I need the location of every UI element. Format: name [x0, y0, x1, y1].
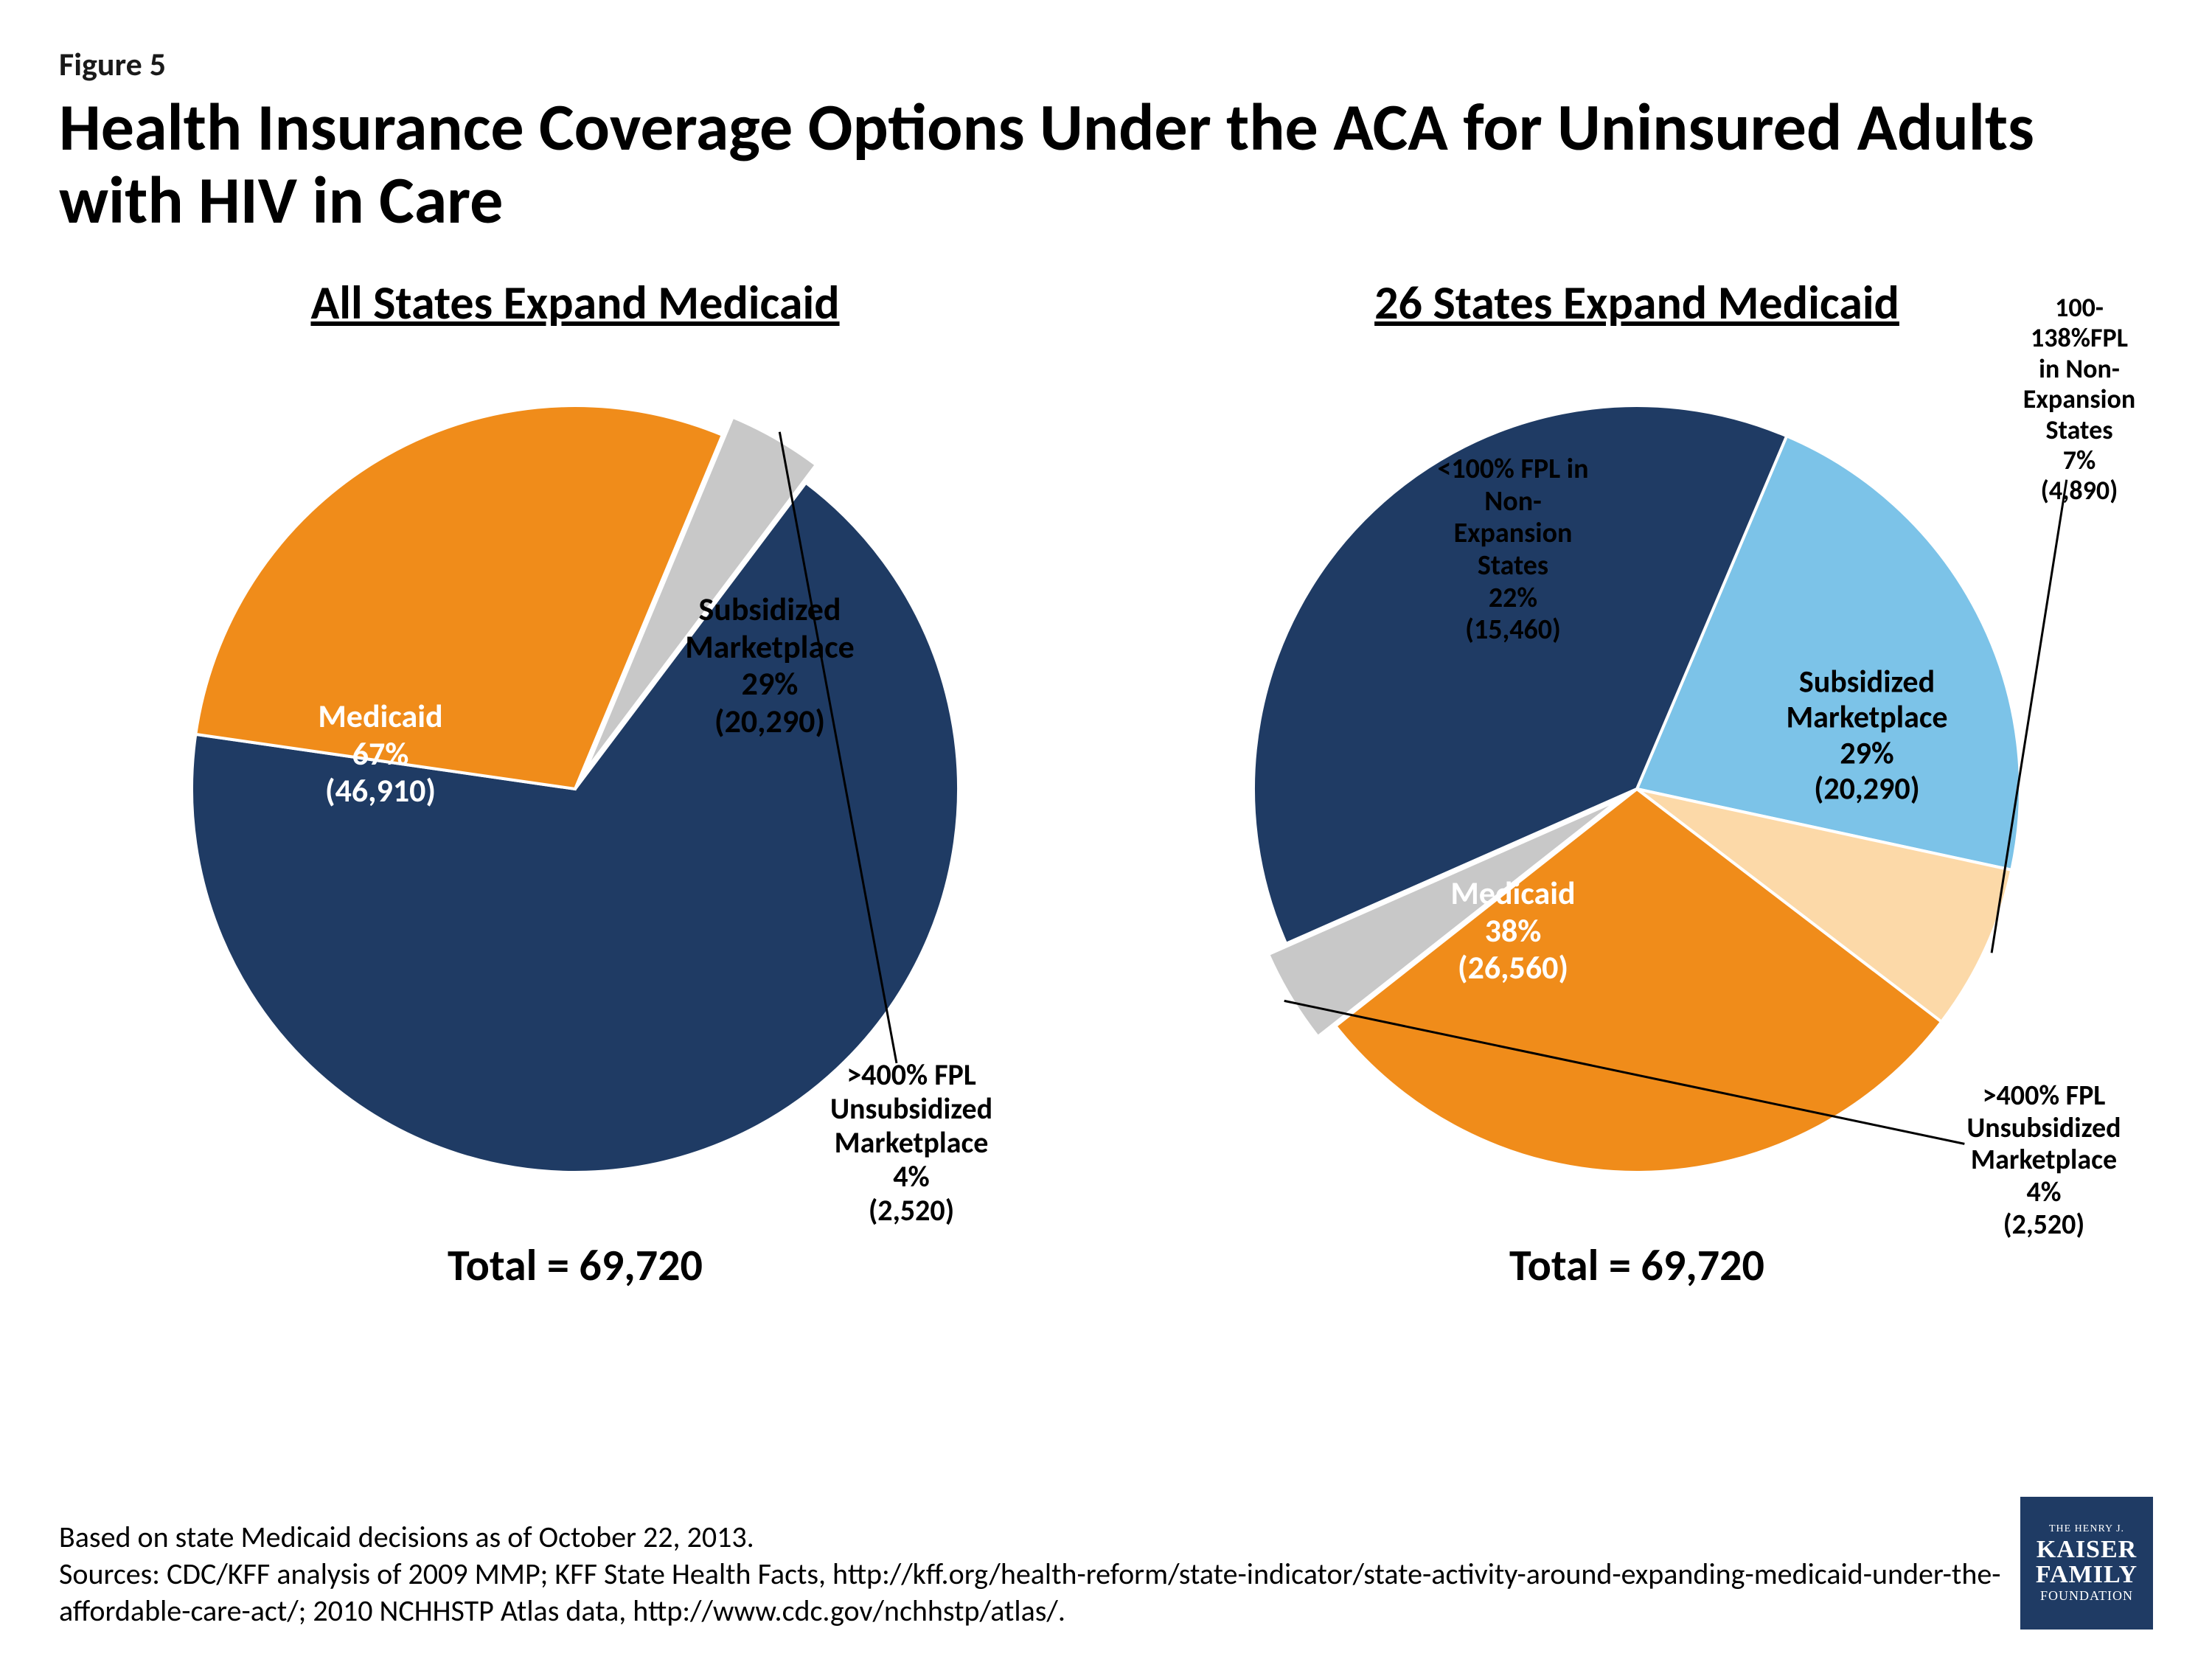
pie-slice-label: Subsidized Marketplace 29% (20,290) [1786, 664, 1947, 807]
pie-slice-label: Medicaid 67% (46,910) [318, 698, 442, 810]
pie-slice-label: Subsidized Marketplace 29% (20,290) [685, 591, 855, 740]
kff-logo: THE HENRY J. KAISER FAMILY FOUNDATION [2020, 1497, 2153, 1630]
chart-right: 26 States Expand Medicaid <100% FPL in N… [1121, 274, 2153, 1439]
footnote-date: Based on state Medicaid decisions as of … [59, 1519, 2020, 1556]
page-title: Health Insurance Coverage Options Under … [59, 91, 2153, 237]
charts-row: All States Expand Medicaid Medicaid 67% … [59, 274, 2153, 1439]
chart-right-total: Total = 69,720 [1121, 1239, 2153, 1293]
chart-left-total: Total = 69,720 [59, 1239, 1091, 1293]
pie-slice-label: 100-138%FPL in Non- Expansion States 7% … [2023, 293, 2135, 507]
pie-slice-label: Medicaid 38% (26,560) [1450, 874, 1575, 987]
pie-right: <100% FPL in Non- Expansion States 22% (… [1194, 347, 2079, 1231]
figure-label: Figure 5 [59, 44, 2153, 84]
chart-left: All States Expand Medicaid Medicaid 67% … [59, 274, 1091, 1439]
pie-slice-label: >400% FPL Unsubsidized Marketplace 4% (2… [830, 1058, 992, 1228]
pie-slice-label: >400% FPL Unsubsidized Marketplace 4% (2… [1966, 1080, 2121, 1241]
chart-left-title: All States Expand Medicaid [59, 274, 1091, 332]
footnote-sources: Sources: CDC/KFF analysis of 2009 MMP; K… [59, 1556, 2020, 1630]
figure-page: Figure 5 Health Insurance Coverage Optio… [0, 0, 2212, 1659]
pie-left: Medicaid 67% (46,910) Subsidized Marketpl… [133, 347, 1018, 1231]
kff-logo-line1: KAISER [2037, 1537, 2137, 1562]
chart-right-title: 26 States Expand Medicaid [1121, 274, 2153, 332]
pie-slice-label: <100% FPL in Non- Expansion States 22% (… [1437, 453, 1588, 647]
kff-logo-line3: FOUNDATION [2040, 1589, 2133, 1602]
kff-logo-top: THE HENRY J. [2049, 1524, 2124, 1534]
footnotes: Based on state Medicaid decisions as of … [59, 1519, 2020, 1630]
kff-logo-line2: FAMILY [2036, 1562, 2138, 1587]
